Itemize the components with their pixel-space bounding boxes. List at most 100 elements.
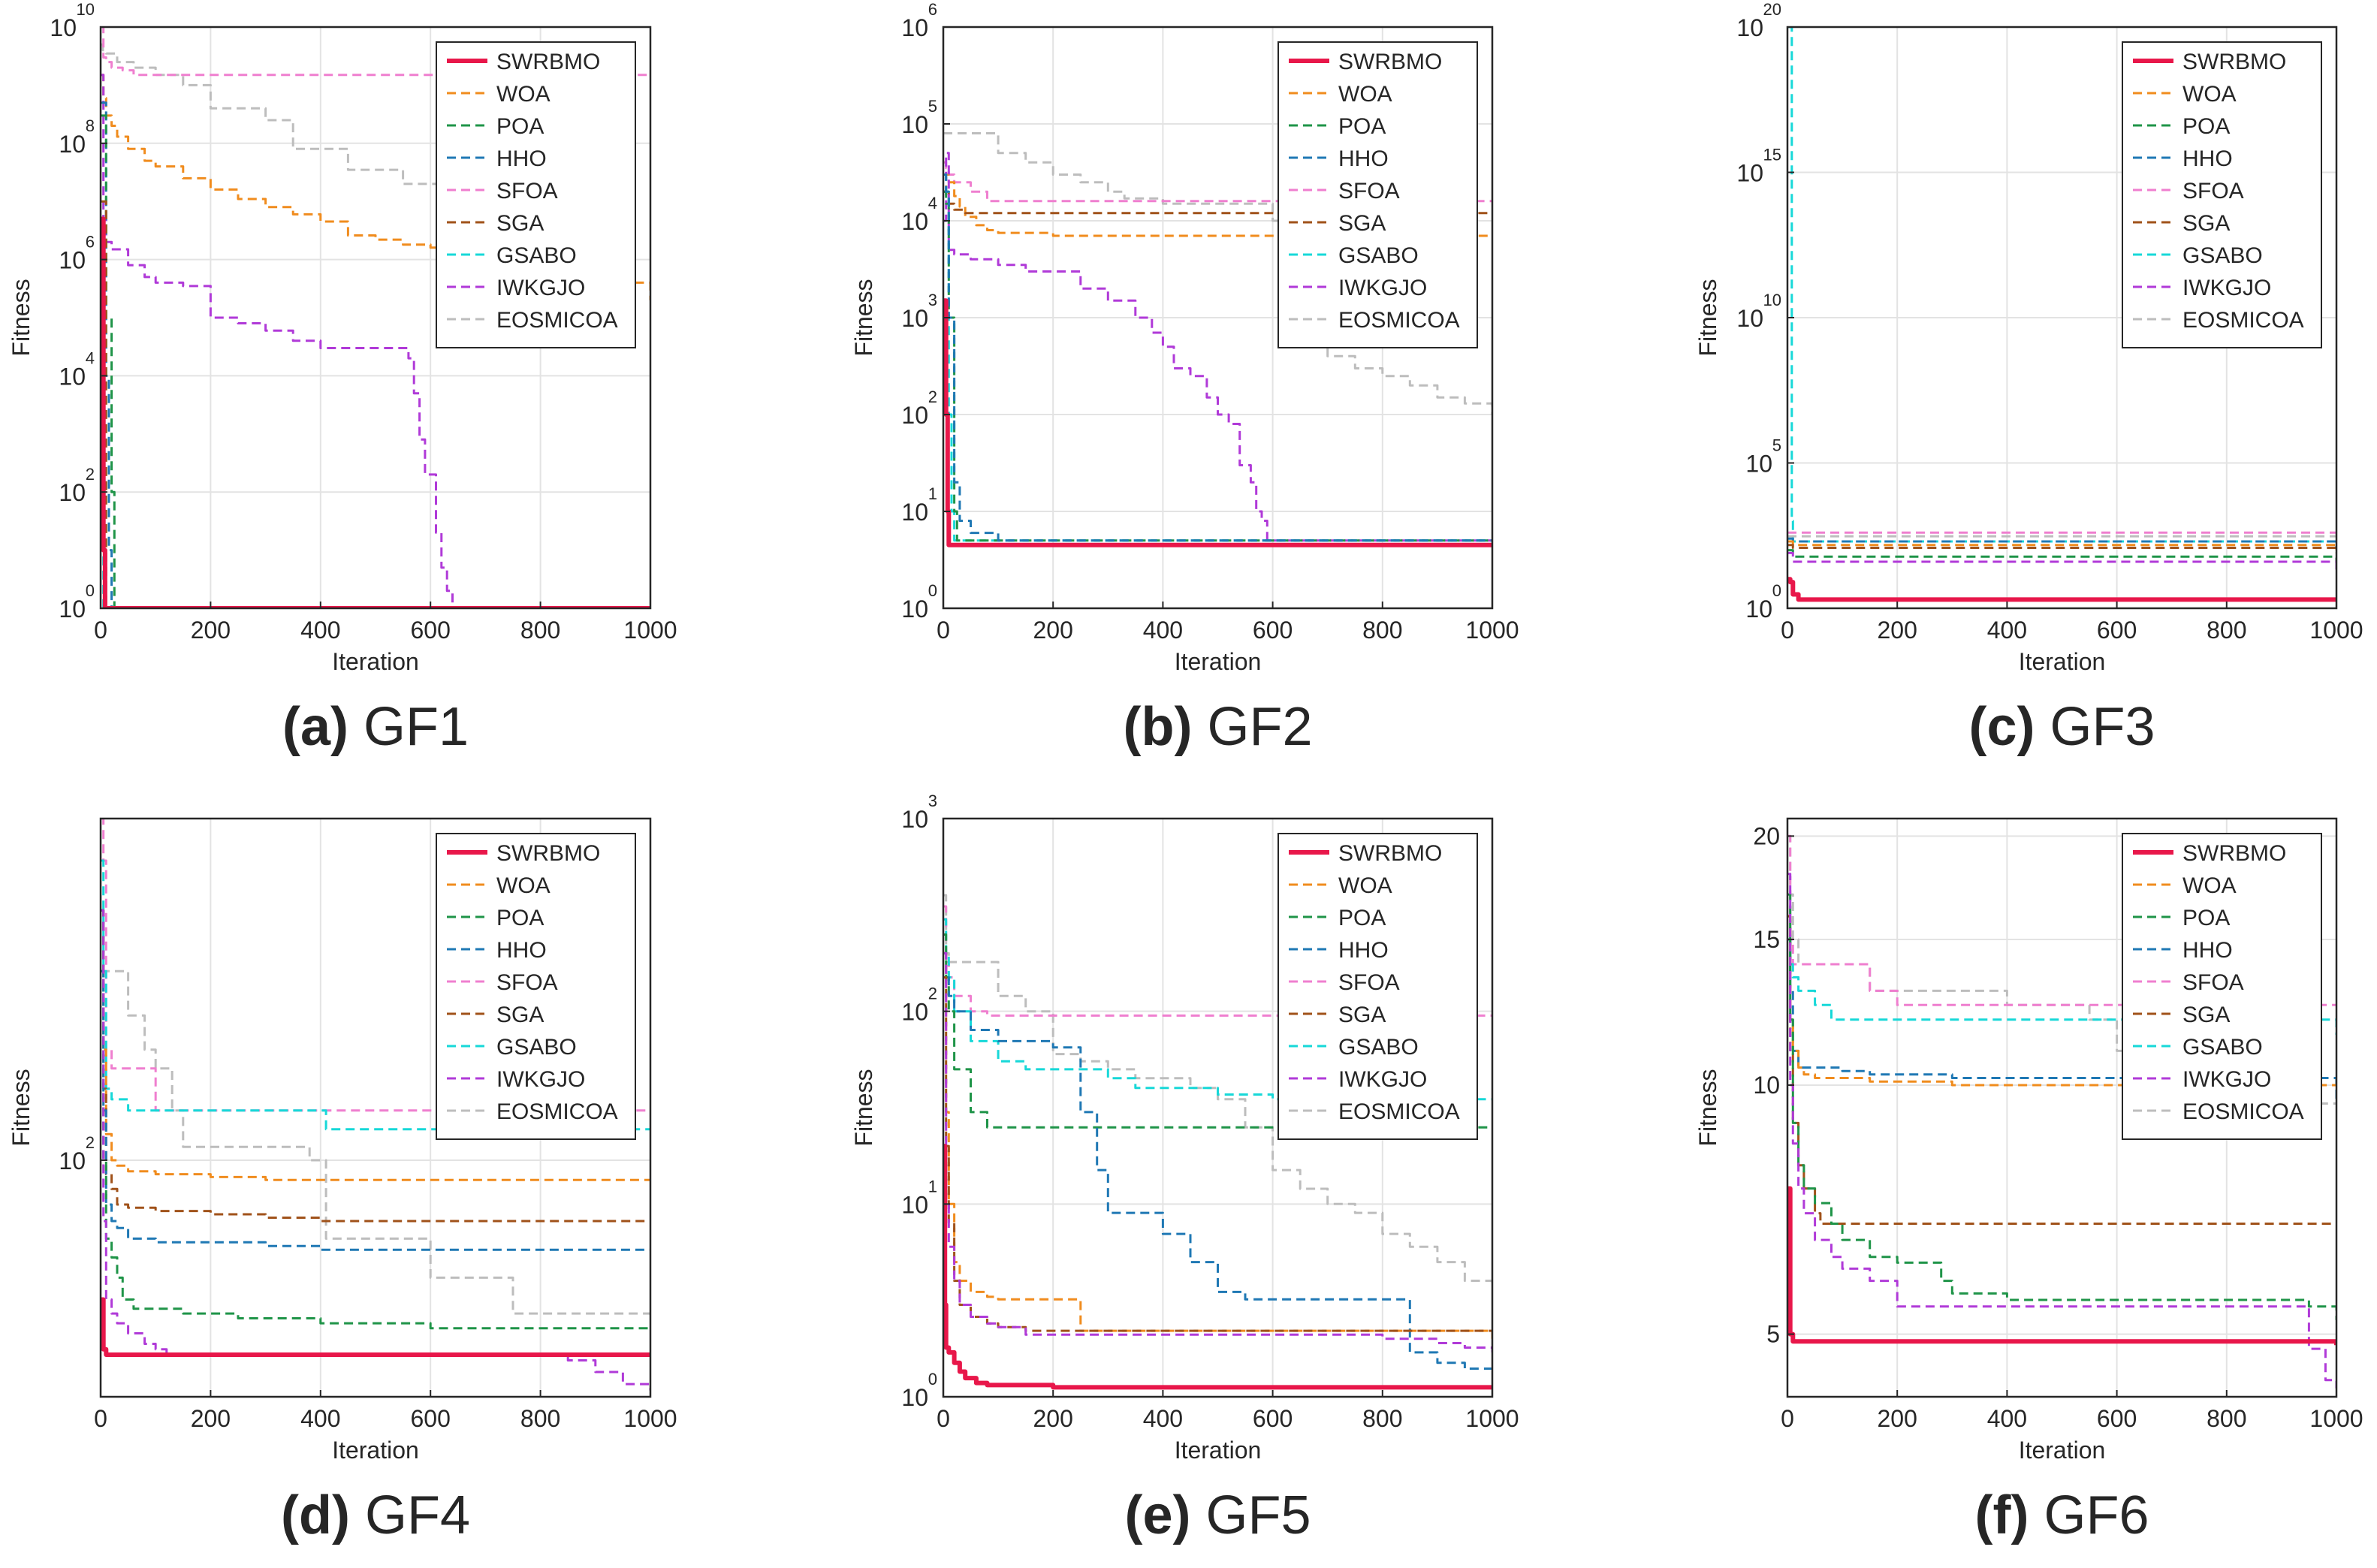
chart-panel-c: 0 200 400 600 800 1000010510101015102010Itera… — [1694, 0, 2363, 757]
legend-label-gsabo: GSABO — [496, 1035, 577, 1060]
y-tick-label: 10 — [1736, 305, 1763, 332]
legend-label-gsabo: GSABO — [1338, 243, 1419, 268]
x-axis-label: Iteration — [2019, 648, 2106, 675]
series-line-swrbmo — [943, 1144, 1492, 1390]
x-tick-label: 0 — [1781, 1405, 1794, 1432]
chart-panel-d: 0 200 400 600 800 1000 210 Iteration Fitness SWRB… — [8, 817, 677, 1545]
y-tick-label: 10 — [59, 363, 86, 390]
y-tick-label: 10 — [1753, 1072, 1780, 1099]
legend-label-sga: SGA — [1338, 1003, 1386, 1027]
x-tick-label: 0 — [94, 617, 107, 644]
y-tick-label: 10 — [1736, 14, 1763, 41]
y-tick-label: 10 — [901, 14, 928, 41]
y-tick-label: 10 — [1745, 451, 1772, 478]
y-tick-label-exponent: 5 — [1772, 436, 1781, 455]
y-axis-label: Fitness — [850, 1069, 877, 1146]
caption-name: GF4 — [350, 1485, 470, 1545]
series-line-sga — [1787, 544, 2336, 553]
x-tick-label: 400 — [1987, 617, 2027, 644]
x-tick-label: 1000 — [623, 1405, 677, 1432]
legend-label-iwkgjo: IWKGJO — [2182, 1067, 2271, 1092]
axes-box — [1786, 817, 2338, 1398]
legend-label-eosmicoa: EOSMICOA — [2182, 308, 2304, 333]
x-axis-label: Iteration — [2019, 1437, 2106, 1464]
legend-label-eosmicoa: EOSMICOA — [1338, 1099, 1460, 1124]
panel-caption: (d) GF4 — [281, 1485, 470, 1545]
y-tick-label: 10 — [901, 499, 928, 526]
y-tick-label-exponent: 6 — [928, 0, 937, 19]
y-tick-label: 10 — [50, 14, 77, 41]
legend-label-hho: HHO — [496, 146, 547, 171]
x-tick-label: 400 — [300, 617, 340, 644]
legend: SWRBMO WOA POA HHO SFOA SGA GSABO IWKGJO EOSMICO… — [436, 41, 636, 348]
series-line-woa — [1787, 540, 2336, 550]
y-tick-label: 10 — [901, 596, 928, 623]
x-tick-label: 400 — [300, 1405, 340, 1432]
y-axis-label: Fitness — [8, 279, 35, 356]
axes-box — [99, 26, 652, 610]
y-tick-label-exponent: 3 — [928, 792, 937, 810]
x-tick-label: 200 — [1878, 1405, 1917, 1432]
legend-label-iwkgjo: IWKGJO — [496, 1067, 585, 1092]
y-tick-label: 10 — [1745, 596, 1772, 623]
legend-label-swrbmo: SWRBMO — [2182, 841, 2286, 866]
legend-label-gsabo: GSABO — [1338, 1035, 1419, 1060]
series-group — [943, 132, 1492, 547]
legend-label-iwkgjo: IWKGJO — [496, 276, 585, 300]
series-line-swrbmo — [101, 1297, 650, 1357]
x-tick-label: 200 — [191, 617, 231, 644]
x-tick-label: 400 — [1143, 617, 1183, 644]
x-tick-label: 0 — [1781, 617, 1794, 644]
y-tick-label-exponent: 1 — [928, 1177, 937, 1196]
series-line-sfoa — [1787, 531, 2336, 535]
series-line-woa — [101, 909, 650, 1181]
series-line-hho — [943, 173, 1492, 542]
legend-label-swrbmo: SWRBMO — [496, 50, 600, 74]
series-line-iwkgjo — [1787, 551, 2336, 571]
chart-panel-f: 0 200 400 600 800 1000 5 10 15 20 Iteration Fitness… — [1694, 817, 2363, 1545]
y-tick-label-exponent: 15 — [1763, 146, 1781, 164]
caption-letter: (d) — [281, 1485, 350, 1545]
y-axis-label: Fitness — [8, 1069, 35, 1146]
y-tick-label: 10 — [59, 247, 86, 274]
chart-panel-b: 0 200 400 600 800 1000010110210310410510610It… — [850, 0, 1519, 757]
x-tick-label: 1000 — [623, 617, 677, 644]
series-line-sga — [101, 200, 650, 608]
legend-label-gsabo: GSABO — [2182, 1035, 2263, 1060]
series-line-hho — [1787, 537, 2336, 548]
legend-label-eosmicoa: EOSMICOA — [2182, 1099, 2304, 1124]
legend: SWRBMO WOA POA HHO SFOA SGA GSABO IWKGJO EOSMICO… — [2122, 41, 2322, 348]
x-tick-label: 400 — [1987, 1405, 2027, 1432]
caption-letter: (a) — [282, 697, 348, 757]
y-tick-label-exponent: 0 — [928, 581, 937, 600]
y-tick-label: 10 — [901, 806, 928, 833]
series-line-iwkgjo — [943, 951, 1492, 1352]
legend: SWRBMO WOA POA HHO SFOA SGA GSABO IWKGJO EOSMICO… — [1277, 833, 1478, 1140]
series-line-woa — [943, 951, 1492, 1339]
caption-letter: (c) — [1968, 697, 2035, 757]
series-line-hho — [101, 101, 650, 608]
caption-name: GF2 — [1192, 697, 1312, 757]
legend-label-sga: SGA — [2182, 1003, 2230, 1027]
caption-name: GF1 — [348, 697, 469, 757]
legend-label-poa: POA — [496, 906, 544, 930]
y-tick-label-exponent: 2 — [928, 985, 937, 1003]
legend-label-woa: WOA — [1338, 873, 1392, 898]
y-tick-label: 15 — [1753, 926, 1780, 953]
series-line-iwkgjo — [101, 909, 650, 1391]
legend-label-poa: POA — [2182, 114, 2230, 139]
legend-label-eosmicoa: EOSMICOA — [496, 308, 618, 333]
y-tick-label-exponent: 10 — [77, 0, 95, 19]
x-tick-label: 1000 — [1465, 1405, 1519, 1432]
y-tick-label-exponent: 4 — [86, 348, 95, 367]
legend-label-hho: HHO — [496, 938, 547, 963]
legend: SWRBMO WOA POA HHO SFOA SGA GSABO IWKGJO EOSMICO… — [2122, 833, 2322, 1140]
y-axis-label: Fitness — [1694, 279, 1721, 356]
series-line-woa — [943, 173, 1492, 237]
x-tick-label: 400 — [1143, 1405, 1183, 1432]
series-line-poa — [101, 114, 650, 608]
legend-label-hho: HHO — [1338, 146, 1389, 171]
series-line-gsabo — [943, 173, 1492, 542]
y-tick-label-exponent: 4 — [928, 194, 937, 213]
